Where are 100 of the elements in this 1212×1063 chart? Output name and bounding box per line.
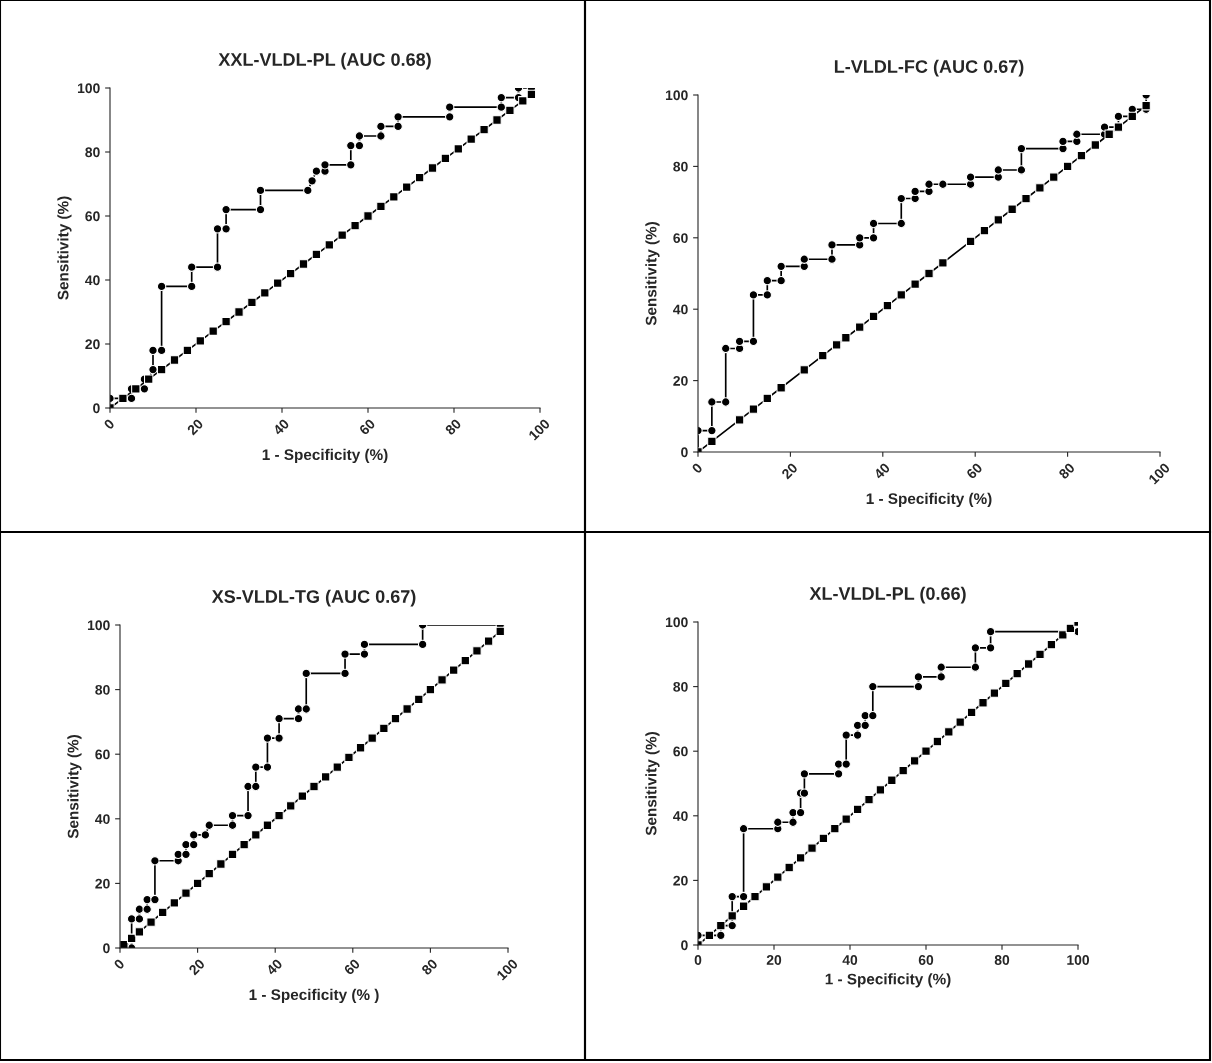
x-tick-label: 80: [994, 955, 1010, 965]
point: [118, 393, 128, 404]
point: [251, 762, 261, 772]
point: [376, 121, 386, 132]
x-tick-label: 40: [842, 955, 858, 965]
x-tick-label: 80: [444, 418, 462, 436]
point: [150, 894, 160, 905]
point: [864, 794, 874, 805]
point: [882, 300, 893, 311]
point: [320, 772, 331, 782]
point: [346, 140, 356, 151]
point: [192, 878, 203, 889]
point: [716, 930, 726, 940]
point: [721, 397, 731, 407]
x-tick-label: 40: [873, 462, 891, 480]
x-tick-label: 60: [965, 462, 983, 480]
point: [337, 230, 347, 240]
y-tick-label: 100: [665, 90, 688, 101]
point: [274, 810, 284, 821]
x-axis-title: 1 - Specificity (% ): [249, 988, 379, 1004]
point: [750, 891, 760, 902]
y-axis-title: Sensitivity (%): [67, 735, 82, 839]
point: [472, 646, 482, 656]
point: [896, 290, 906, 300]
x-tick-label: 100: [1148, 462, 1171, 485]
point: [970, 643, 981, 653]
point: [1058, 630, 1068, 640]
point: [460, 655, 471, 666]
point: [466, 134, 476, 144]
point: [970, 662, 981, 672]
point: [887, 775, 897, 785]
point: [445, 102, 455, 112]
point: [1072, 129, 1082, 139]
point: [896, 193, 906, 204]
point: [762, 290, 772, 300]
chart-title: XL-VLDL-PL (0.66): [809, 586, 966, 604]
point: [1058, 136, 1068, 147]
point: [993, 165, 1003, 175]
point: [187, 281, 197, 292]
chart-title: L-VLDL-FC (AUC 0.67): [834, 59, 1024, 77]
point: [273, 278, 283, 288]
point: [776, 261, 786, 272]
point: [355, 743, 366, 753]
point: [944, 727, 954, 737]
point: [354, 131, 365, 141]
y-tick-label: 80: [95, 684, 110, 695]
point: [932, 736, 943, 747]
point: [303, 185, 313, 196]
y-tick-label: 0: [681, 940, 688, 951]
point: [1016, 165, 1027, 175]
point: [376, 131, 386, 141]
point: [921, 746, 931, 756]
y-tick-label: 80: [673, 161, 688, 172]
point: [936, 662, 946, 672]
point: [795, 807, 806, 818]
point: [738, 824, 749, 834]
point: [830, 824, 840, 834]
point: [978, 698, 988, 708]
y-tick-label: 0: [93, 403, 100, 414]
x-tick-label: 20: [186, 418, 204, 436]
point: [704, 930, 715, 940]
point: [910, 186, 920, 197]
point: [221, 204, 231, 215]
point: [896, 218, 906, 229]
point: [721, 343, 731, 354]
x-tick-label: 60: [358, 418, 376, 436]
point: [938, 258, 948, 268]
point: [496, 102, 506, 112]
point: [243, 810, 253, 821]
point: [734, 336, 745, 347]
point: [402, 704, 412, 714]
point: [389, 192, 399, 202]
point: [148, 364, 158, 375]
point: [1046, 639, 1057, 650]
y-axis-title: Sensitivity (%): [645, 222, 660, 326]
point: [909, 756, 920, 766]
point: [221, 224, 231, 234]
point: [799, 788, 810, 798]
point: [414, 694, 424, 704]
point: [311, 249, 322, 260]
point: [776, 383, 786, 393]
point: [239, 839, 249, 850]
point: [453, 144, 463, 154]
y-tick-label: 40: [85, 275, 100, 286]
point: [286, 801, 296, 811]
point: [181, 849, 191, 860]
point: [841, 759, 851, 769]
point: [204, 869, 214, 879]
point: [762, 275, 772, 286]
point: [993, 215, 1003, 225]
point: [707, 436, 717, 446]
point: [761, 882, 772, 892]
point: [1090, 140, 1101, 150]
point: [181, 888, 191, 898]
point: [707, 425, 717, 436]
x-tick-label: 20: [188, 958, 206, 976]
point: [208, 326, 218, 336]
point: [1007, 204, 1017, 214]
point: [274, 713, 284, 724]
point: [255, 204, 266, 215]
